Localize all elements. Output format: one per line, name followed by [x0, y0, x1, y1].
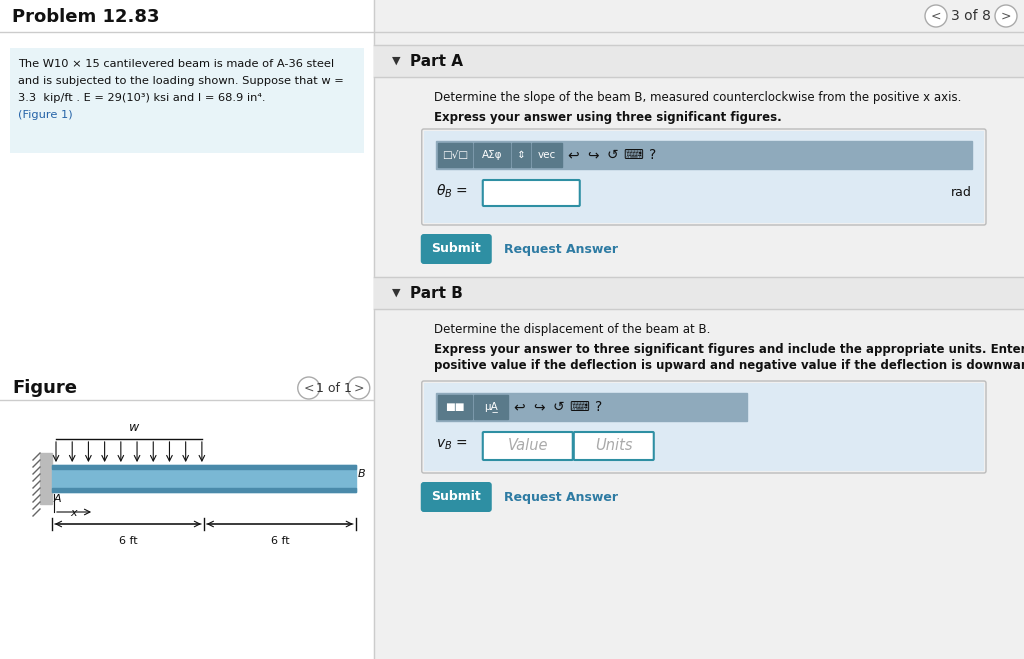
Bar	[40, 453, 52, 504]
Text: Request Answer: Request Answer	[504, 490, 617, 503]
Text: <: <	[303, 382, 314, 395]
Text: ?: ?	[649, 148, 656, 162]
Text: The W10 × 15 cantilevered beam is made of A-36 steel: The W10 × 15 cantilevered beam is made o…	[18, 59, 334, 69]
Text: ↺: ↺	[553, 400, 564, 414]
Bar	[483, 181, 579, 205]
Text: ■■: ■■	[445, 402, 465, 412]
Text: B: B	[357, 469, 366, 479]
Bar	[531, 143, 562, 167]
Text: A: A	[54, 494, 61, 504]
Text: ⌨: ⌨	[568, 400, 589, 414]
Text: positive value if the deflection is upward and negative value if the deflection : positive value if the deflection is upwa…	[434, 358, 1024, 372]
Bar	[436, 393, 746, 421]
Text: >: >	[1000, 9, 1012, 22]
Text: ↪: ↪	[587, 148, 599, 162]
Text: Part A: Part A	[410, 53, 463, 69]
Text: $\theta_B$ =: $\theta_B$ =	[436, 183, 468, 200]
Text: Problem 12.83: Problem 12.83	[12, 8, 160, 26]
Text: 6 ft: 6 ft	[270, 536, 289, 546]
Text: ↺: ↺	[607, 148, 618, 162]
Bar	[436, 141, 972, 169]
Text: Submit: Submit	[431, 243, 480, 256]
Bar	[438, 395, 472, 419]
Bar	[52, 465, 355, 469]
Bar	[483, 433, 571, 459]
Text: Express your answer to three significant figures and include the appropriate uni: Express your answer to three significant…	[434, 343, 1024, 355]
Bar	[374, 0, 1024, 659]
FancyBboxPatch shape	[421, 234, 492, 264]
Text: ▼: ▼	[392, 56, 400, 66]
Bar	[474, 395, 508, 419]
Bar	[374, 45, 1024, 77]
Text: ↩: ↩	[567, 148, 579, 162]
Circle shape	[348, 377, 370, 399]
Text: 6 ft: 6 ft	[119, 536, 137, 546]
Circle shape	[995, 5, 1017, 27]
Text: Units: Units	[595, 438, 633, 453]
Bar	[52, 488, 355, 492]
Text: and is subjected to the loading shown. Suppose that w =: and is subjected to the loading shown. S…	[18, 76, 344, 86]
Bar	[0, 0, 374, 659]
Bar	[424, 131, 984, 223]
Text: ⌨: ⌨	[623, 148, 643, 162]
Bar	[374, 277, 1024, 309]
FancyBboxPatch shape	[421, 482, 492, 512]
Text: w: w	[129, 421, 139, 434]
Text: $v_B$ =: $v_B$ =	[436, 438, 468, 452]
Text: Request Answer: Request Answer	[504, 243, 617, 256]
Bar	[52, 465, 355, 492]
Text: ↩: ↩	[513, 400, 524, 414]
Text: ?: ?	[595, 400, 602, 414]
Text: x: x	[71, 508, 78, 518]
Text: vec: vec	[538, 150, 556, 160]
Text: (Figure 1): (Figure 1)	[18, 110, 73, 120]
Circle shape	[925, 5, 947, 27]
Text: <: <	[931, 9, 941, 22]
Text: 3 of 8: 3 of 8	[951, 9, 991, 23]
Bar	[474, 143, 510, 167]
Text: >: >	[353, 382, 364, 395]
Text: ↪: ↪	[532, 400, 545, 414]
Text: ⇕: ⇕	[516, 150, 525, 160]
Text: Part B: Part B	[410, 285, 463, 301]
Text: ΑΣφ: ΑΣφ	[481, 150, 502, 160]
Text: 1 of 1: 1 of 1	[315, 382, 351, 395]
Text: Express your answer using three significant figures.: Express your answer using three signific…	[434, 111, 781, 123]
Text: Determine the displacement of the beam at B.: Determine the displacement of the beam a…	[434, 322, 710, 335]
Bar	[574, 433, 652, 459]
Circle shape	[298, 377, 319, 399]
Text: Value: Value	[508, 438, 548, 453]
Text: ▼: ▼	[392, 288, 400, 298]
Bar	[10, 48, 364, 153]
Text: Figure: Figure	[12, 379, 77, 397]
Text: rad: rad	[951, 186, 972, 200]
Bar	[438, 143, 472, 167]
Bar	[512, 143, 529, 167]
Text: μA̲: μA̲	[484, 401, 498, 413]
Bar	[424, 383, 984, 471]
Text: Determine the slope of the beam B, measured counterclockwise from the positive x: Determine the slope of the beam B, measu…	[434, 90, 962, 103]
Text: 3.3  kip/ft . E = 29(10³) ksi and I = 68.9 in⁴.: 3.3 kip/ft . E = 29(10³) ksi and I = 68.…	[18, 93, 265, 103]
Text: □√□: □√□	[441, 150, 468, 160]
Text: Submit: Submit	[431, 490, 480, 503]
